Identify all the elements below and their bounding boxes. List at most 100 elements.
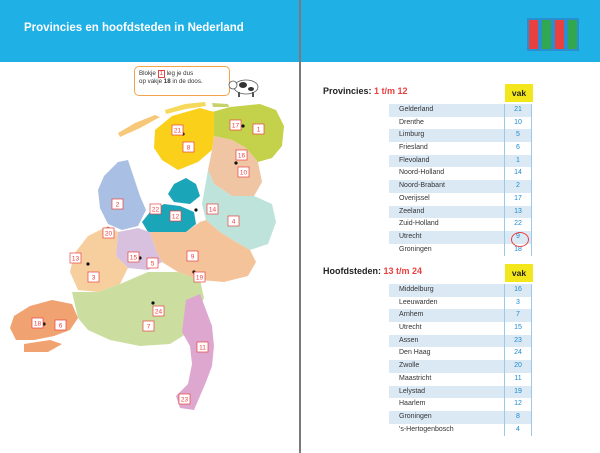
map-number-box	[206, 203, 219, 215]
map-number-box	[186, 250, 199, 262]
provinces-vak-header: vak	[505, 84, 533, 102]
table-row: Middelburg 16	[389, 284, 532, 297]
map-number: 8	[187, 145, 191, 152]
row-vak: 24	[504, 347, 532, 361]
row-vak: 13	[504, 205, 532, 219]
callout-example-box: 1	[157, 70, 165, 78]
cow-icon	[228, 79, 259, 97]
map-number-box	[127, 251, 140, 263]
map-number-box	[102, 227, 115, 239]
row-vak: 17	[504, 192, 532, 206]
answer-circle	[511, 232, 529, 247]
callout-text: Blokje	[139, 70, 156, 77]
row-name: Limburg	[399, 131, 425, 139]
row-vak: 22	[504, 218, 532, 231]
map-number: 6	[59, 323, 63, 330]
row-vak: 4	[504, 423, 532, 437]
row-name: Overijssel	[399, 194, 430, 202]
row-name: Gelderland	[399, 106, 434, 113]
map-number: 16	[238, 153, 246, 160]
instruction-callout: Blokje 1 leg je dus op vakje 18 in de do…	[134, 66, 230, 96]
row-name: Groningen	[399, 412, 432, 420]
table-row: Limburg 5	[389, 129, 532, 143]
table-row: Zeeland 13	[389, 205, 532, 219]
table-row: Assen 23	[389, 334, 532, 348]
row-name: Flevoland	[399, 156, 430, 164]
table-row: Utrecht 15	[389, 322, 532, 335]
map-number: 18	[34, 321, 42, 328]
capitals-table: Middelburg 16 Leeuwarden 3 Arnhem 7 Utrecht 15 A…	[389, 284, 532, 437]
right-page: Provincies: 1 t/m 12 vak Gelderland 21 Dre…	[301, 0, 600, 453]
table-row: Noord-Brabant 2	[389, 180, 532, 193]
map-number: 7	[147, 324, 151, 331]
row-name: Friesland	[399, 144, 428, 152]
row-vak: 8	[504, 410, 532, 424]
table-row: Gelderland 21	[389, 104, 532, 117]
capitals-title-text: Hoofdsteden:	[323, 266, 381, 276]
map-number: 23	[181, 397, 189, 404]
callout-text: in de doos.	[172, 78, 203, 85]
row-vak: 21	[504, 104, 532, 117]
row-name: Arnhem	[399, 311, 424, 319]
map-number: 9	[191, 254, 195, 261]
table-row: Drenthe 10	[389, 116, 532, 130]
row-vak: 2	[504, 180, 532, 193]
table-row: Zwolle 20	[389, 360, 532, 373]
provinces-table: Gelderland 21 Drenthe 10 Limburg 5 Friesland 6 F…	[389, 104, 532, 257]
page-title: Provincies en hoofdsteden in Nederland	[24, 22, 244, 34]
callout-text: leg je dus	[166, 70, 194, 77]
table-row: Noord-Holland 14	[389, 167, 532, 181]
map-number: 11	[199, 345, 206, 352]
map-number: 19	[196, 275, 204, 282]
map-number-box	[229, 119, 242, 131]
table-row: Groningen 18	[389, 243, 532, 257]
table-row: 's-Hertogenbosch 4	[389, 423, 532, 437]
table-row: Lelystad 19	[389, 385, 532, 399]
map-number: 21	[174, 128, 182, 135]
table-row: Maastricht 11	[389, 372, 532, 386]
table-row: Zuid-Holland 22	[389, 218, 532, 231]
capitals-vak-header: vak	[505, 264, 533, 282]
row-name: Noord-Brabant	[399, 182, 445, 190]
table-row: Flevoland 1	[389, 154, 532, 168]
row-vak: 5	[504, 129, 532, 143]
table-row: Overijssel 17	[389, 192, 532, 206]
map-number-box	[171, 124, 184, 136]
map-number: 13	[72, 256, 80, 263]
row-name: Leeuwarden	[399, 298, 438, 306]
map-number: 14	[209, 207, 217, 214]
row-name: Zeeland	[399, 207, 425, 215]
row-vak: 16	[504, 284, 532, 297]
row-name: Middelburg	[399, 286, 434, 293]
row-vak: 7	[504, 309, 532, 323]
map-number: 17	[232, 123, 240, 130]
row-vak: 6	[504, 142, 532, 155]
map-number-box	[252, 123, 265, 135]
table-row: Groningen 8	[389, 410, 532, 424]
map-number-box	[152, 305, 165, 317]
map-number: 5	[151, 261, 155, 268]
map-number-box	[227, 215, 240, 227]
row-vak: 18	[504, 243, 532, 257]
map-number-box	[54, 319, 67, 331]
map-number-box	[196, 341, 209, 353]
row-vak: 23	[504, 334, 532, 348]
map-number: 1	[257, 127, 261, 134]
row-name: Haarlem	[399, 400, 426, 408]
row-name: Groningen	[399, 245, 432, 253]
map-number: 2	[116, 202, 120, 209]
row-name: Zwolle	[399, 362, 420, 370]
row-name: Assen	[399, 336, 419, 344]
map-number-box	[142, 320, 155, 332]
row-vak: 19	[504, 385, 532, 399]
map-number: 22	[152, 207, 160, 214]
row-vak: 10	[504, 116, 532, 130]
row-name: 's-Hertogenbosch	[399, 425, 454, 433]
capitals-title: Hoofdsteden: 13 t/m 24	[323, 266, 422, 276]
row-name: Lelystad	[399, 387, 426, 395]
netherlands-map: 21 8 17 1 16 10 22 12 14 4 2 20 15 5 13 3 9 19 24 7 18 6 11 23	[10, 102, 284, 410]
map-number: 24	[155, 309, 163, 316]
map-number-box	[111, 198, 124, 210]
row-name: Zuid-Holland	[399, 220, 439, 228]
row-vak: 11	[504, 372, 532, 386]
